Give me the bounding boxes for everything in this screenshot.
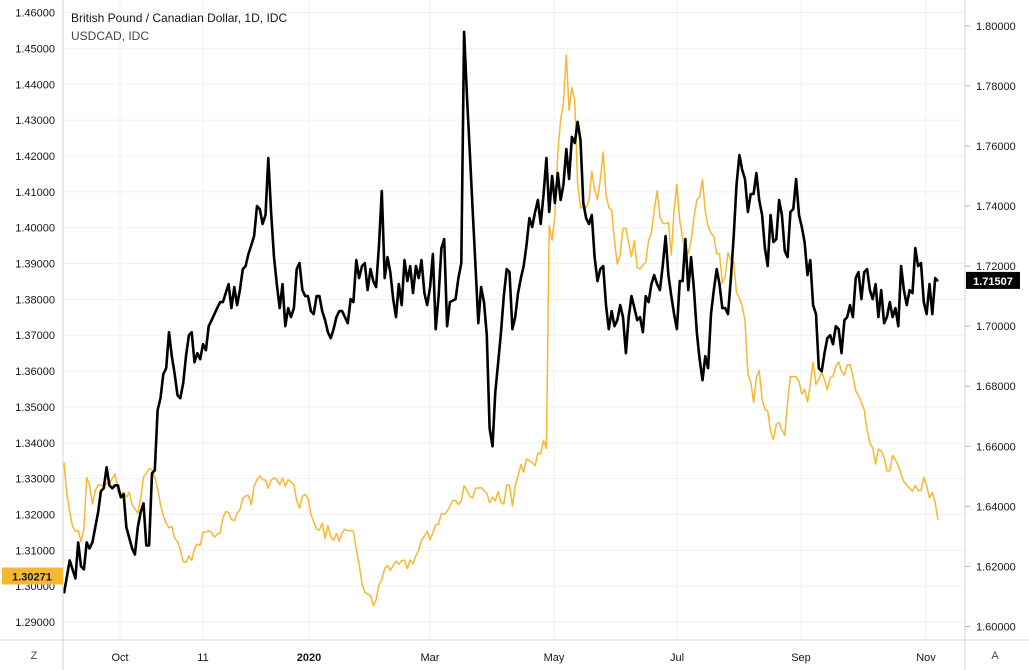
left-tick-label: 1.32000 xyxy=(15,510,55,522)
left-tick-label: 1.46000 xyxy=(15,8,55,20)
right-tick-label: 1.72000 xyxy=(976,261,1016,273)
legend: British Pound / Canadian Dollar, 1D, IDC… xyxy=(71,11,287,43)
right-last-value-label: 1.71507 xyxy=(973,276,1013,288)
left-tick-label: 1.37000 xyxy=(15,330,55,342)
time-axis[interactable]: Oct 11 2020 Mar May Jul Sep Nov xyxy=(111,652,936,664)
left-last-value-tag: 1.30271 xyxy=(2,567,63,585)
right-price-axis[interactable]: 1.60000 1.62000 1.64000 1.66000 1.68000 1.700… xyxy=(965,21,1016,634)
right-tick-label: 1.78000 xyxy=(976,81,1016,93)
auto-scale-button[interactable]: A xyxy=(985,646,1005,664)
zoom-button[interactable]: Z xyxy=(24,646,44,664)
left-tick-label: 1.43000 xyxy=(15,115,55,127)
time-tick-label: May xyxy=(544,652,565,664)
right-tick-label: 1.74000 xyxy=(976,201,1016,213)
compare-symbol-label: USDCAD, IDC xyxy=(71,29,149,43)
auto-scale-button-bg[interactable] xyxy=(985,646,1005,664)
left-tick-label: 1.35000 xyxy=(15,402,55,414)
time-tick-label: 11 xyxy=(197,652,208,664)
left-tick-label: 1.29000 xyxy=(15,617,55,629)
left-tick-label: 1.40000 xyxy=(15,223,55,235)
left-tick-label: 1.31000 xyxy=(15,545,55,557)
right-last-value-tag: 1.71507 xyxy=(966,271,1020,289)
right-tick-label: 1.76000 xyxy=(976,141,1016,153)
usdcad-series-line xyxy=(63,54,939,607)
left-tick-label: 1.38000 xyxy=(15,294,55,306)
right-tick-label: 1.62000 xyxy=(976,561,1016,573)
right-last-value-bg xyxy=(966,271,1020,289)
right-tick-label: 1.60000 xyxy=(976,621,1016,633)
left-tick-label: 1.36000 xyxy=(15,366,55,378)
left-last-value-bg xyxy=(2,567,63,585)
left-tick-label: 1.44000 xyxy=(15,79,55,91)
time-tick-label: Mar xyxy=(421,652,440,664)
right-tick-label: 1.70000 xyxy=(976,321,1016,333)
left-last-value-label: 1.30271 xyxy=(12,572,52,584)
time-tick-label: Sep xyxy=(791,652,811,664)
right-tick-label: 1.66000 xyxy=(976,441,1016,453)
left-tick-label: 1.34000 xyxy=(15,438,55,450)
left-tick-label: 1.41000 xyxy=(15,187,55,199)
zoom-button-bg[interactable] xyxy=(24,646,44,664)
left-tick-label: 1.42000 xyxy=(15,151,55,163)
chart-title: British Pound / Canadian Dollar, 1D, IDC xyxy=(71,11,287,25)
right-tick-label: 1.64000 xyxy=(976,501,1016,513)
auto-scale-button-label[interactable]: A xyxy=(991,650,999,662)
time-tick-label: Jul xyxy=(670,652,684,664)
right-tick-label: 1.80000 xyxy=(976,21,1016,33)
time-tick-label: Oct xyxy=(111,652,128,664)
series-layer xyxy=(62,30,939,607)
left-tick-label: 1.33000 xyxy=(15,474,55,486)
gbpcad-series-line xyxy=(62,30,939,594)
time-tick-label: Nov xyxy=(916,652,936,664)
right-tick-label: 1.68000 xyxy=(976,381,1016,393)
time-tick-label: 2020 xyxy=(297,652,321,664)
left-price-axis[interactable]: 1.290001.300001.310001.320001.330001.340… xyxy=(15,8,55,630)
left-tick-label: 1.39000 xyxy=(15,259,55,271)
zoom-button-label[interactable]: Z xyxy=(31,650,38,662)
left-tick-label: 1.45000 xyxy=(15,43,55,55)
